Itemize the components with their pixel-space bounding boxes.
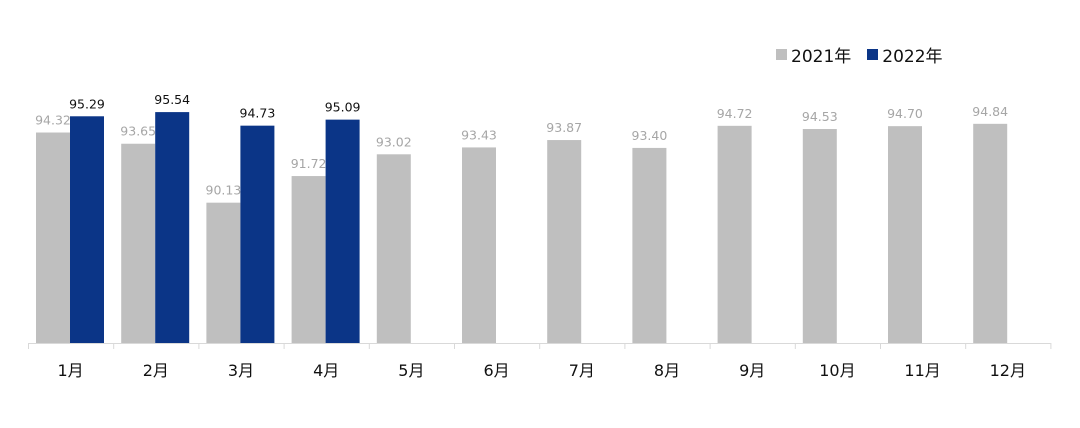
legend-item-2022: 2022年: [867, 42, 943, 67]
data-label-2021: 93.02: [376, 134, 412, 149]
data-label-2021: 94.84: [972, 104, 1008, 119]
bar-2021: [36, 132, 70, 343]
data-label-2021: 93.65: [120, 124, 156, 139]
legend-swatch-2021: [776, 49, 787, 60]
data-label-2021: 93.87: [546, 120, 582, 135]
data-label-2021: 91.72: [291, 156, 327, 171]
bar-2021: [121, 143, 156, 343]
x-tick-label: 1月: [58, 361, 84, 380]
legend-item-2021: 2021年: [776, 42, 851, 67]
data-label-2021: 94.53: [802, 109, 838, 124]
x-tick-label: 12月: [990, 361, 1026, 380]
x-tick-label: 7月: [569, 361, 595, 380]
data-label-2021: 94.32: [35, 113, 71, 128]
bar-2021: [291, 176, 326, 343]
data-label-2022: 95.09: [325, 100, 361, 115]
bar-2022: [155, 112, 190, 343]
x-tick-label: 11月: [904, 361, 940, 380]
data-label-2021: 94.70: [887, 106, 923, 121]
bar-2022: [325, 119, 360, 343]
bar-2021: [376, 154, 411, 343]
x-tick-label: 10月: [819, 361, 855, 380]
data-label-2021: 93.43: [461, 127, 497, 142]
legend-label-2022: 2022年: [882, 47, 943, 67]
data-label-2021: 94.72: [717, 106, 753, 121]
bar-2021: [462, 147, 496, 343]
bar-2021: [717, 125, 752, 343]
bar-2021: [888, 126, 922, 344]
bar-2021: [632, 147, 667, 343]
bar-2021: [973, 123, 1008, 343]
legend-label-2021: 2021年: [791, 47, 852, 67]
x-tick-label: 9月: [739, 361, 765, 380]
x-tick-label: 6月: [484, 361, 510, 380]
chart-legend: 2021年 2022年: [776, 42, 959, 67]
data-label-2021: 90.13: [206, 183, 242, 198]
bar-2021: [802, 129, 837, 343]
bar-2022: [70, 116, 104, 343]
bar-2021: [547, 140, 582, 343]
x-tick-label: 5月: [398, 361, 424, 380]
data-label-2022: 95.29: [69, 96, 105, 111]
data-label-2021: 93.40: [632, 128, 668, 143]
data-label-2022: 94.73: [240, 106, 276, 121]
bar-2021: [206, 202, 241, 343]
legend-swatch-2022: [867, 49, 879, 60]
x-tick-label: 3月: [228, 361, 254, 380]
bar-2022: [240, 125, 275, 343]
x-tick-label: 8月: [654, 361, 680, 380]
data-label-2022: 95.54: [154, 92, 190, 107]
x-tick-label: 4月: [313, 361, 339, 380]
x-tick-label: 2月: [143, 361, 169, 380]
